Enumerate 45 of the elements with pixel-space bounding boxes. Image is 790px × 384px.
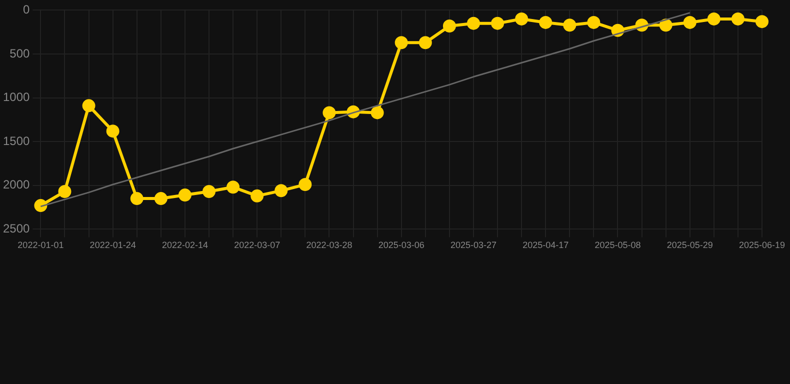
point: [34, 199, 48, 212]
x-tick-label: 2022-01-24: [90, 240, 136, 250]
x-tick-label: 2025-03-27: [450, 240, 496, 250]
x-tick-label: 2025-05-08: [594, 240, 641, 250]
point: [466, 16, 480, 30]
point: [515, 12, 528, 26]
point: [298, 178, 312, 192]
point: [274, 184, 288, 198]
point: [756, 15, 768, 28]
point: [178, 188, 192, 202]
y-tick-label: 1500: [2, 134, 30, 148]
point: [370, 106, 384, 120]
y-tick-label: 500: [10, 46, 30, 60]
x-tick-label: 2025-04-17: [522, 240, 569, 250]
y-tick-label: 2000: [2, 178, 30, 192]
point: [659, 18, 672, 32]
point: [707, 12, 720, 26]
point: [442, 19, 456, 32]
x-tick-label: 2022-03-07: [234, 240, 280, 250]
x-tick-label: 2025-03-06: [378, 240, 424, 250]
point: [731, 12, 744, 26]
point: [82, 99, 96, 112]
point: [563, 18, 576, 32]
point: [683, 16, 696, 29]
point: [394, 36, 408, 50]
point: [491, 16, 504, 30]
x-tick-label: 2022-02-14: [162, 240, 208, 250]
point: [587, 16, 600, 29]
y-tick-label: 2500: [2, 222, 30, 236]
point: [322, 106, 336, 120]
point: [539, 16, 552, 29]
x-tick-label: 2025-06-19: [738, 240, 786, 250]
point: [418, 36, 432, 50]
point: [250, 189, 264, 202]
y-tick-label: 0: [23, 2, 30, 17]
x-tick-label: 2022-01-01: [18, 240, 64, 250]
point: [202, 185, 216, 198]
point: [154, 192, 168, 206]
x-tick-label: 2025-05-29: [666, 240, 713, 250]
point: [106, 124, 120, 138]
point: [226, 180, 240, 194]
y-tick-label: 1000: [2, 90, 30, 104]
point: [130, 192, 144, 206]
x-tick-label: 2022-03-28: [306, 240, 352, 250]
point: [58, 185, 72, 198]
